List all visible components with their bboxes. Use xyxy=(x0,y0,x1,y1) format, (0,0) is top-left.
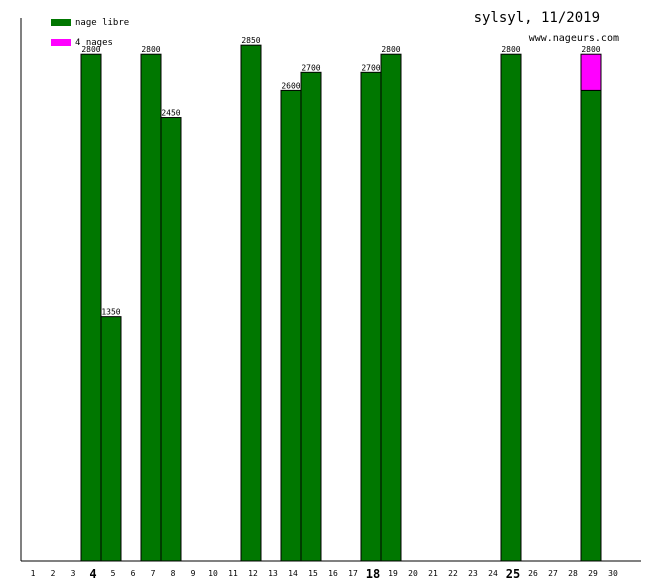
legend-label-4-nages: 4 nages xyxy=(75,38,113,48)
x-tick-labels: 1 2 3 4 5 6 7 8 9 10 11 12 13 14 15 16 17 18 19 20 21 22 23 24 2… xyxy=(31,567,618,580)
value-label-day-14: 2600 xyxy=(281,81,300,90)
x-tick-label-5: 5 xyxy=(111,569,116,578)
x-tick-label-15: 15 xyxy=(308,569,318,578)
value-label-day-5: 1350 xyxy=(101,308,120,317)
value-label-day-19: 2800 xyxy=(381,45,400,54)
x-tick-label-1: 1 xyxy=(31,569,36,578)
value-label-day-29: 2800 xyxy=(581,45,600,54)
bar-nage-libre-day-4 xyxy=(80,53,102,562)
x-tick-label-19: 19 xyxy=(388,569,398,578)
x-tick-label-13: 13 xyxy=(268,569,278,578)
x-tick-label-24: 24 xyxy=(488,569,498,578)
x-tick-label-23: 23 xyxy=(468,569,478,578)
bar-nage-libre-day-12 xyxy=(240,44,262,562)
bar-nage-libre-day-18 xyxy=(360,71,382,562)
chart-subtitle: www.nageurs.com xyxy=(529,33,619,44)
legend-swatch-nage-libre xyxy=(51,19,71,26)
x-tick-label-9: 9 xyxy=(191,569,196,578)
value-label-day-7: 2800 xyxy=(141,45,160,54)
bar-4-nages-day-29 xyxy=(580,53,602,91)
x-tick-label-8: 8 xyxy=(171,569,176,578)
legend-label-nage-libre: nage libre xyxy=(75,18,129,28)
value-label-day-4: 2800 xyxy=(81,45,100,54)
x-tick-label-4: 4 xyxy=(89,567,96,580)
x-tick-label-14: 14 xyxy=(288,569,298,578)
value-label-day-12: 2850 xyxy=(241,36,260,45)
x-tick-label-25: 25 xyxy=(506,567,520,580)
legend: nage libre 4 nages xyxy=(51,18,129,48)
x-tick-label-11: 11 xyxy=(228,569,238,578)
bar-nage-libre-day-5 xyxy=(100,316,122,562)
x-tick-label-29: 29 xyxy=(588,569,598,578)
x-tick-label-2: 2 xyxy=(51,569,56,578)
x-tick-label-22: 22 xyxy=(448,569,458,578)
value-label-day-18: 2700 xyxy=(361,63,380,72)
chart-title: sylsyl, 11/2019 xyxy=(474,10,600,26)
x-tick-label-16: 16 xyxy=(328,569,338,578)
x-tick-label-21: 21 xyxy=(428,569,438,578)
x-tick-label-6: 6 xyxy=(131,569,136,578)
bar-nage-libre-day-8 xyxy=(160,117,182,562)
x-tick-label-20: 20 xyxy=(408,569,418,578)
x-tick-label-7: 7 xyxy=(151,569,156,578)
bar-nage-libre-day-14 xyxy=(280,89,302,562)
x-tick-label-28: 28 xyxy=(568,569,578,578)
bar-nage-libre-day-25 xyxy=(500,53,522,562)
legend-swatch-4-nages xyxy=(51,39,71,46)
value-label-day-25: 2800 xyxy=(501,45,520,54)
x-tick-label-26: 26 xyxy=(528,569,538,578)
x-tick-label-12: 12 xyxy=(248,569,258,578)
bar-nage-libre-day-19 xyxy=(380,53,402,562)
bar-nage-libre-day-15 xyxy=(300,71,322,562)
x-tick-label-27: 27 xyxy=(548,569,558,578)
x-tick-label-30: 30 xyxy=(608,569,618,578)
bar-nage-libre-day-7 xyxy=(140,53,162,562)
x-tick-label-10: 10 xyxy=(208,569,218,578)
value-label-day-15: 2700 xyxy=(301,63,320,72)
x-tick-label-18: 18 xyxy=(366,567,380,580)
bar-nage-libre-day-29 xyxy=(580,89,602,562)
bars-layer xyxy=(80,44,602,562)
x-tick-label-17: 17 xyxy=(348,569,358,578)
value-label-day-8: 2450 xyxy=(161,109,180,118)
x-tick-label-3: 3 xyxy=(71,569,76,578)
